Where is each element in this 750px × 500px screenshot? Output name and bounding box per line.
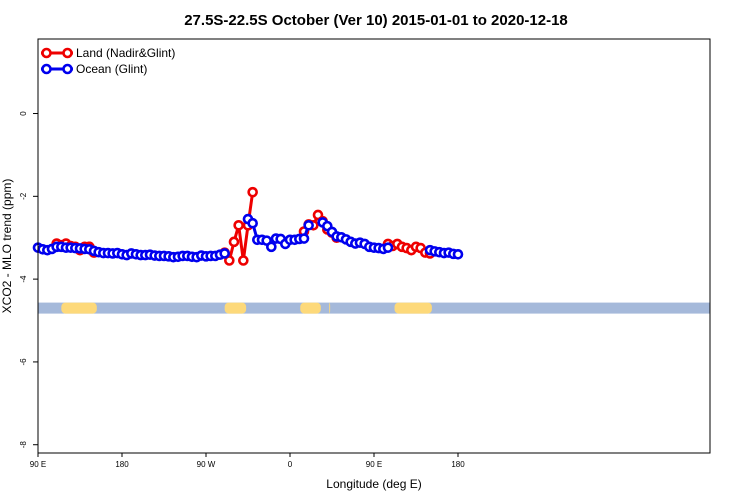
x-tick-label: 90 W [197,460,216,469]
land-point [233,220,244,231]
land-strip [329,302,331,314]
land-point [238,255,249,266]
land-strip [300,302,321,314]
land-point [224,255,235,266]
ocean-point [298,233,310,244]
ocean-point [452,248,464,260]
x-axis-label: Longitude (deg E) [326,477,421,491]
ocean-strip [38,302,710,314]
ocean-point [266,241,277,253]
y-axis-label: XCO2 - MLO trend (ppm) [0,179,14,314]
land-strip [394,302,432,314]
y-tick-label: -2 [19,192,28,200]
legend-ocean-label: Ocean (Glint) [76,62,147,76]
land-strip [61,302,97,314]
y-tick-label: -4 [19,275,28,283]
y-tick-label: 0 [19,111,28,116]
ocean-point [219,248,230,259]
chart-title: 27.5S-22.5S October (Ver 10) 2015-01-01 … [184,12,568,29]
legend-ocean-marker [41,63,52,75]
y-tick-label: -6 [19,358,28,366]
y-tick-label: -8 [19,441,28,449]
land-strip [224,302,247,314]
series-layer [32,186,464,266]
land-ocean-mask [38,302,710,314]
x-tick-label: 180 [451,460,465,469]
legend-land-label: Land (Nadir&Glint) [76,46,175,60]
x-tick-label: 180 [115,460,129,469]
legend-ocean-marker [62,63,73,75]
ocean-point [382,242,394,253]
land-point [247,186,258,198]
x-tick-label: 90 E [30,460,46,469]
legend-land-marker [62,47,73,59]
ocean-point [303,220,314,231]
land-point [228,236,240,248]
legend-land-marker [41,47,52,59]
legend: Land (Nadir&Glint) Ocean (Glint) [41,46,175,76]
ocean-point [247,217,258,229]
x-axis: 90 E 180 90 W 0 90 E 180 [30,453,465,469]
y-axis: 0 -2 -4 -6 -8 [19,111,38,449]
x-tick-label: 90 E [366,460,382,469]
x-tick-label: 0 [288,460,293,469]
